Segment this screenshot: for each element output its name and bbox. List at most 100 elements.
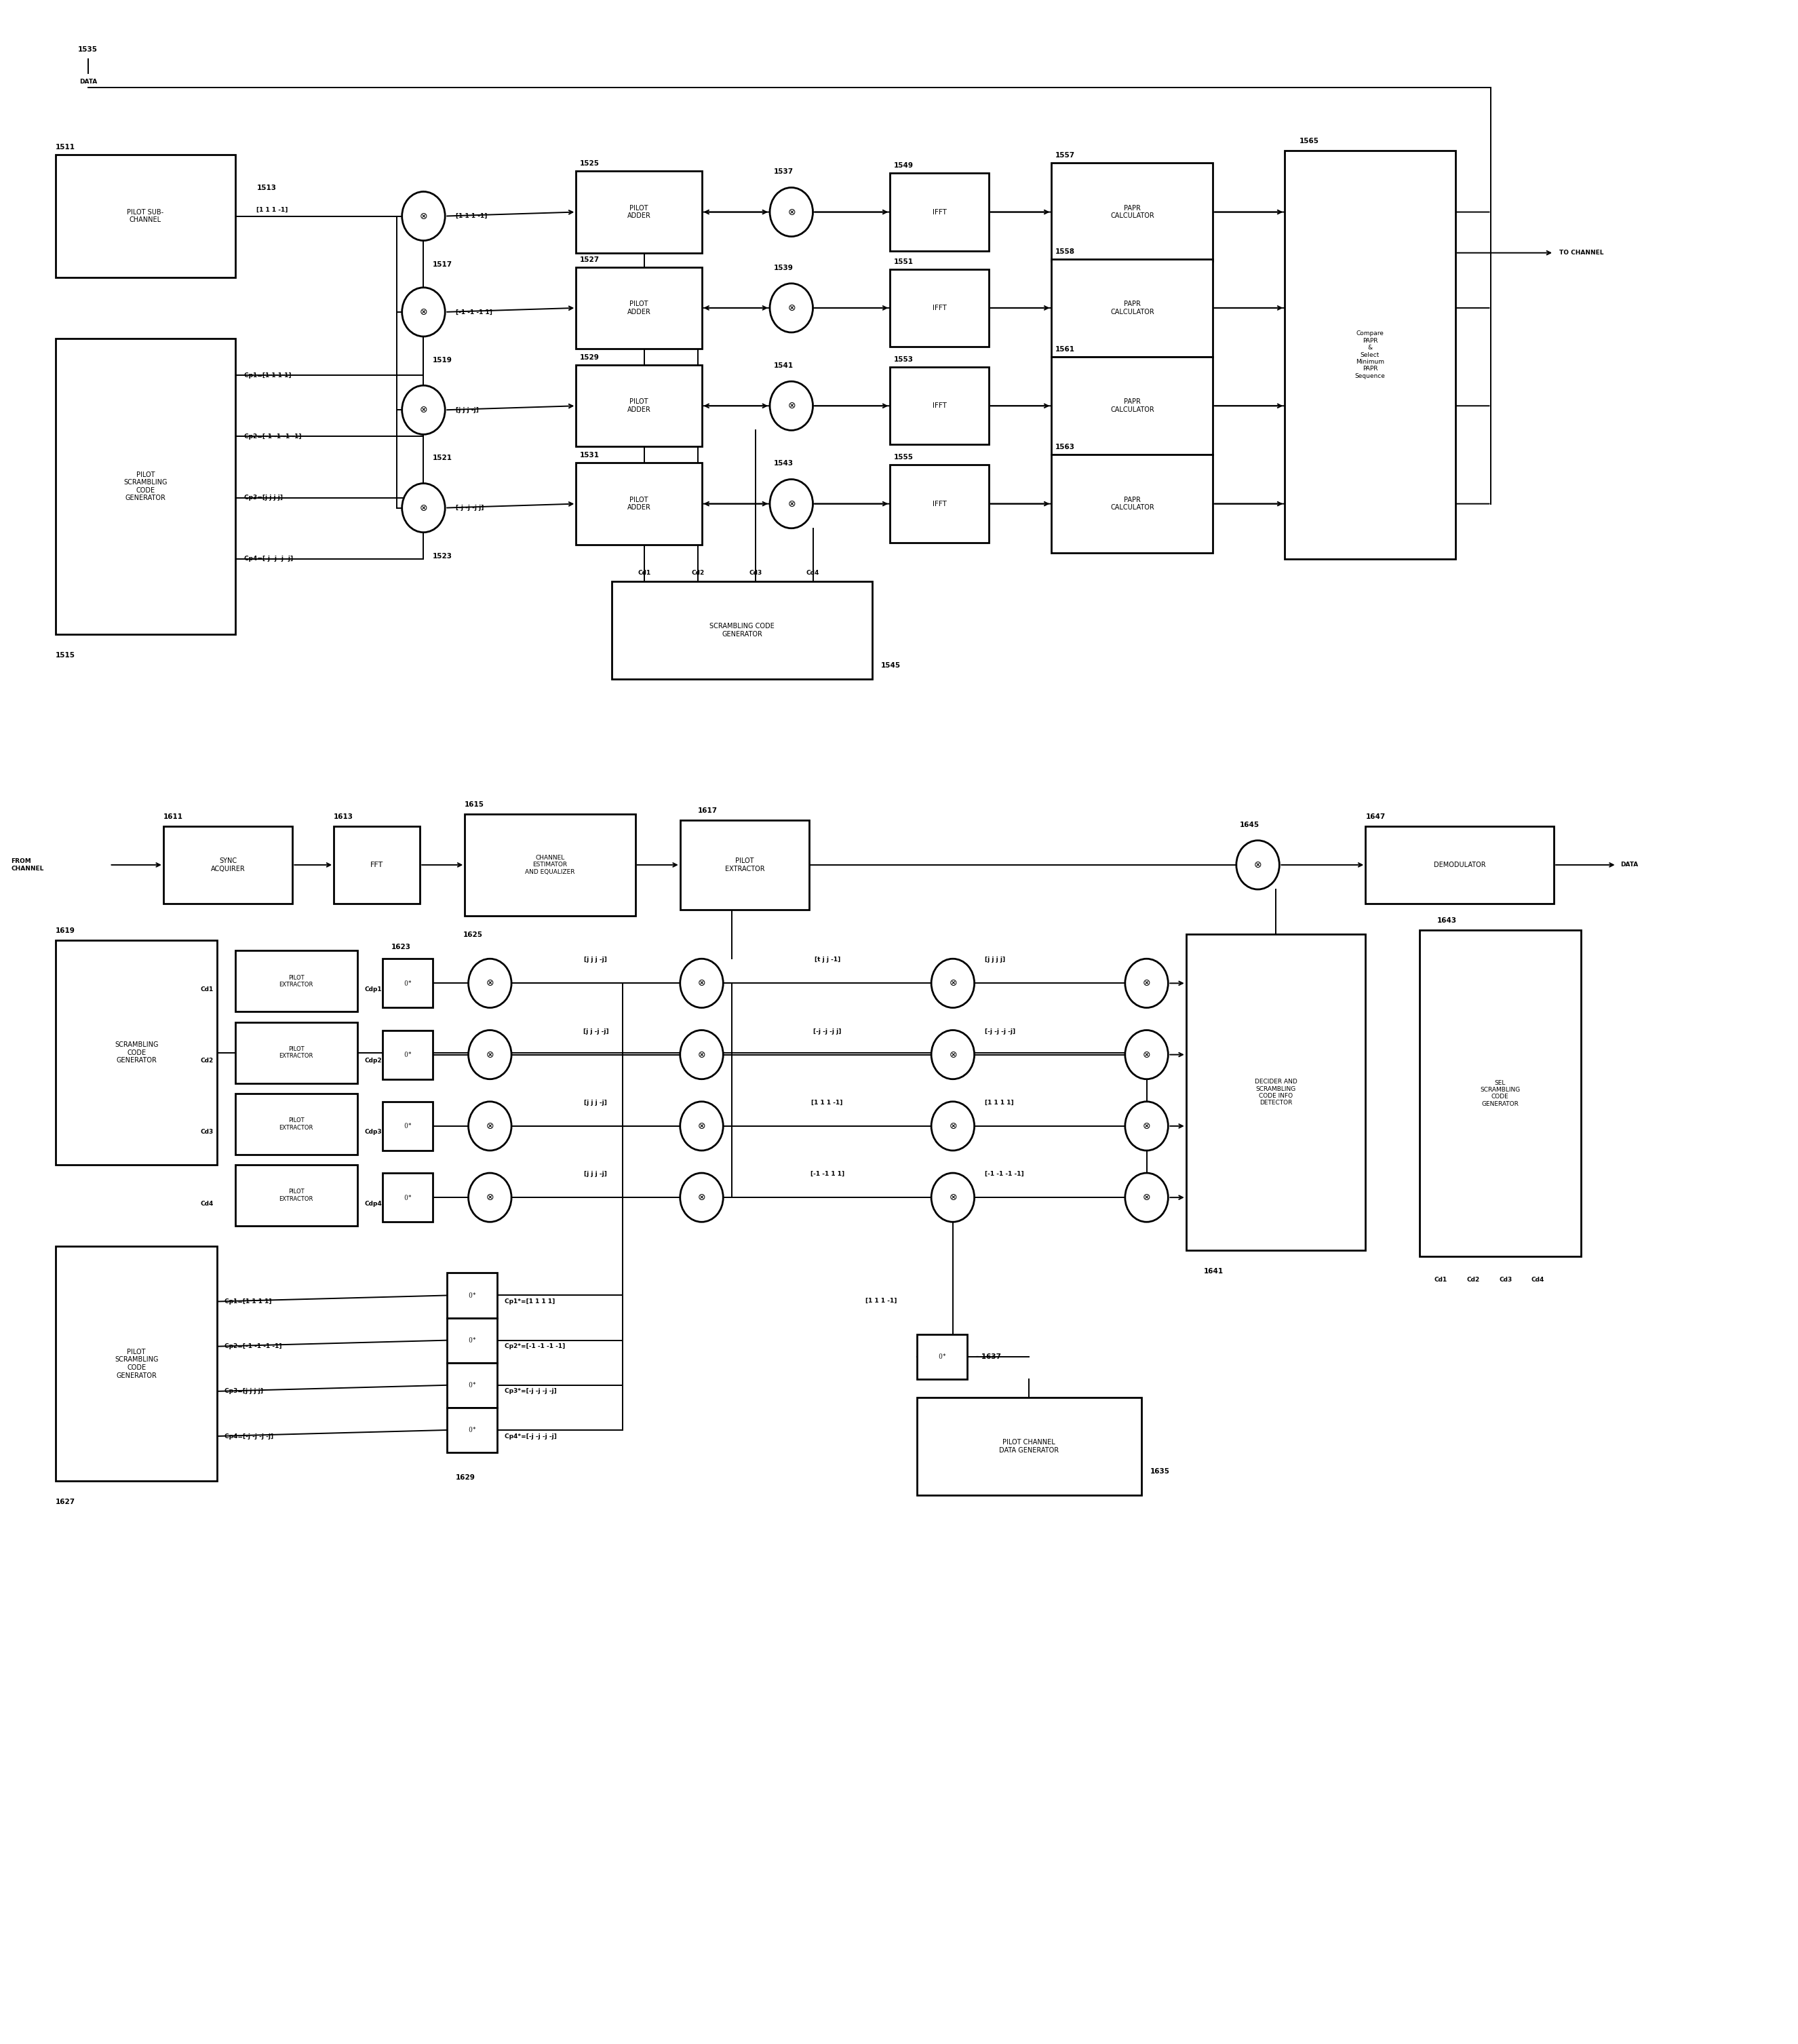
Text: 1641: 1641 xyxy=(1205,1267,1224,1275)
Text: Cd4: Cd4 xyxy=(806,570,820,576)
Text: Cp2=[-1 -1 -1 -1]: Cp2=[-1 -1 -1 -1] xyxy=(245,433,302,439)
Text: 1627: 1627 xyxy=(56,1498,76,1506)
FancyBboxPatch shape xyxy=(1286,151,1455,558)
Text: 1611: 1611 xyxy=(164,814,183,820)
Text: SCRAMBLING
CODE
GENERATOR: SCRAMBLING CODE GENERATOR xyxy=(115,1040,158,1063)
Text: 1513: 1513 xyxy=(257,184,277,192)
Text: IFFT: IFFT xyxy=(933,305,946,311)
Text: 1635: 1635 xyxy=(1151,1468,1170,1476)
FancyBboxPatch shape xyxy=(236,950,358,1012)
Text: Cp1*=[1 1 1 1]: Cp1*=[1 1 1 1] xyxy=(503,1298,554,1304)
Text: 1523: 1523 xyxy=(433,552,451,560)
Text: IFFT: IFFT xyxy=(933,403,946,409)
Text: 1643: 1643 xyxy=(1437,918,1456,924)
FancyBboxPatch shape xyxy=(611,580,872,679)
Text: Cp4=[-j -j -j -j]: Cp4=[-j -j -j -j] xyxy=(225,1433,273,1439)
Text: $\otimes$: $\otimes$ xyxy=(419,503,428,513)
FancyBboxPatch shape xyxy=(575,172,701,253)
FancyBboxPatch shape xyxy=(448,1318,496,1363)
Text: $\otimes$: $\otimes$ xyxy=(788,303,795,313)
Text: [1 1 1 1]: [1 1 1 1] xyxy=(985,1100,1014,1106)
Text: 1545: 1545 xyxy=(881,662,901,668)
Text: 1521: 1521 xyxy=(433,456,451,462)
Text: [j j j -j]: [j j j -j] xyxy=(584,1171,608,1177)
Text: 1517: 1517 xyxy=(433,262,453,268)
Circle shape xyxy=(1126,1102,1169,1151)
Text: PILOT
EXTRACTOR: PILOT EXTRACTOR xyxy=(279,1190,313,1202)
Text: Cdp1: Cdp1 xyxy=(365,987,381,993)
Text: ()*: ()* xyxy=(403,1194,412,1200)
FancyBboxPatch shape xyxy=(164,826,293,903)
Text: Cd2: Cd2 xyxy=(201,1057,214,1063)
FancyBboxPatch shape xyxy=(890,368,989,446)
Text: 1617: 1617 xyxy=(698,807,717,814)
Text: PAPR
CALCULATOR: PAPR CALCULATOR xyxy=(1111,399,1154,413)
Circle shape xyxy=(931,1030,975,1079)
Text: Cp3=[j j j j]: Cp3=[j j j j] xyxy=(225,1388,263,1394)
Text: $\otimes$: $\otimes$ xyxy=(485,1122,494,1130)
Text: $\otimes$: $\otimes$ xyxy=(1142,979,1151,987)
Text: 1543: 1543 xyxy=(773,460,793,468)
Text: $\otimes$: $\otimes$ xyxy=(949,979,957,987)
FancyBboxPatch shape xyxy=(575,366,701,448)
Text: FFT: FFT xyxy=(370,861,383,869)
Text: ()*: ()* xyxy=(403,1051,412,1057)
Text: 1519: 1519 xyxy=(433,358,451,364)
Text: $\otimes$: $\otimes$ xyxy=(419,307,428,317)
Text: PILOT
SCRAMBLING
CODE
GENERATOR: PILOT SCRAMBLING CODE GENERATOR xyxy=(115,1349,158,1380)
Text: Cp3=[j j j j]: Cp3=[j j j j] xyxy=(245,495,282,501)
FancyBboxPatch shape xyxy=(383,1102,433,1151)
Text: PILOT
EXTRACTOR: PILOT EXTRACTOR xyxy=(725,858,764,873)
Text: PILOT
ADDER: PILOT ADDER xyxy=(628,300,651,315)
Text: [1 1 1 -1]: [1 1 1 -1] xyxy=(257,206,288,213)
Text: [-1 -1 1 1]: [-1 -1 1 1] xyxy=(811,1171,845,1177)
Text: IFFT: IFFT xyxy=(933,208,946,215)
Text: - 1637: - 1637 xyxy=(976,1353,1001,1359)
FancyBboxPatch shape xyxy=(1052,358,1214,456)
Text: 1551: 1551 xyxy=(894,258,913,266)
Text: 1527: 1527 xyxy=(579,256,599,264)
FancyBboxPatch shape xyxy=(236,1094,358,1155)
Circle shape xyxy=(680,1102,723,1151)
Text: 1647: 1647 xyxy=(1365,814,1384,820)
Text: 1645: 1645 xyxy=(1241,822,1260,828)
Text: Cd4: Cd4 xyxy=(1532,1278,1544,1284)
Circle shape xyxy=(1126,1173,1169,1222)
Text: 1557: 1557 xyxy=(1055,151,1075,159)
Text: 1539: 1539 xyxy=(773,264,793,272)
FancyBboxPatch shape xyxy=(383,959,433,1008)
Text: 1619: 1619 xyxy=(56,928,76,934)
Text: ()*: ()* xyxy=(467,1382,476,1388)
Text: 1563: 1563 xyxy=(1055,444,1075,452)
Text: IFFT: IFFT xyxy=(933,501,946,507)
Circle shape xyxy=(770,478,813,527)
Text: PILOT CHANNEL
DATA GENERATOR: PILOT CHANNEL DATA GENERATOR xyxy=(1000,1439,1059,1453)
FancyBboxPatch shape xyxy=(334,826,421,903)
Text: CHANNEL
ESTIMATOR
AND EQUALIZER: CHANNEL ESTIMATOR AND EQUALIZER xyxy=(525,854,575,875)
Text: [-j -j -j -j]: [-j -j -j -j] xyxy=(985,1028,1016,1034)
Text: Cp1=[1 1 1 1]: Cp1=[1 1 1 1] xyxy=(225,1298,271,1304)
Text: [t j j -1]: [t j j -1] xyxy=(814,957,840,963)
FancyBboxPatch shape xyxy=(56,940,218,1165)
Circle shape xyxy=(469,959,511,1008)
Text: 1525: 1525 xyxy=(579,159,599,168)
Text: 1558: 1558 xyxy=(1055,247,1075,256)
Text: Compare
PAPR
&
Select
Minimum
PAPR
Sequence: Compare PAPR & Select Minimum PAPR Seque… xyxy=(1354,331,1384,378)
Text: ()*: ()* xyxy=(467,1292,476,1298)
Circle shape xyxy=(403,288,446,337)
Text: [j j j -j]: [j j j -j] xyxy=(584,1100,608,1106)
Text: 1613: 1613 xyxy=(334,814,354,820)
FancyBboxPatch shape xyxy=(1419,930,1580,1257)
Text: Cd4: Cd4 xyxy=(200,1200,214,1206)
Text: $\otimes$: $\otimes$ xyxy=(485,1051,494,1059)
Text: 1615: 1615 xyxy=(466,801,484,807)
Text: $\otimes$: $\otimes$ xyxy=(1142,1051,1151,1059)
FancyBboxPatch shape xyxy=(448,1273,496,1318)
FancyBboxPatch shape xyxy=(1052,164,1214,262)
Text: $\otimes$: $\otimes$ xyxy=(698,979,707,987)
Text: ()*: ()* xyxy=(403,1122,412,1128)
Text: SYNC
ACQUIRER: SYNC ACQUIRER xyxy=(210,858,245,873)
Text: 1537: 1537 xyxy=(773,168,793,176)
Text: Cd3: Cd3 xyxy=(1500,1278,1512,1284)
Text: $\otimes$: $\otimes$ xyxy=(698,1051,707,1059)
